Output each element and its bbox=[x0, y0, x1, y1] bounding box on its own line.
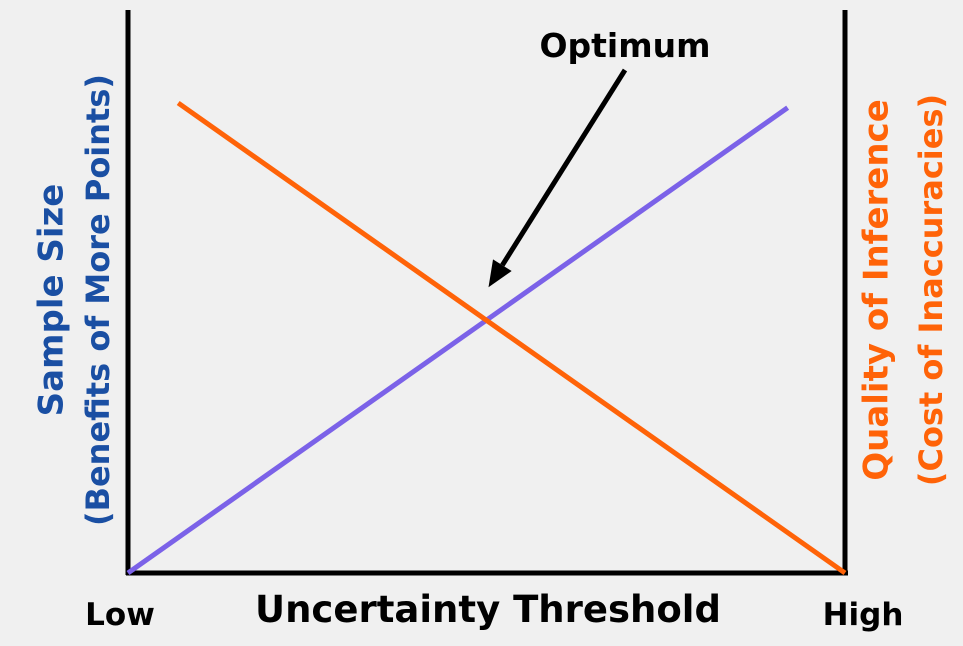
series-line-quality-of-inference bbox=[176, 100, 847, 576]
y-axis-title-left-line2: (Benefits of More Points) bbox=[79, 74, 117, 526]
x-tick-low: Low bbox=[85, 597, 155, 633]
y-axis-title-left-line1: Sample Size bbox=[32, 184, 72, 417]
optimum-arrow bbox=[500, 68, 628, 267]
optimum-arrow-head bbox=[488, 259, 512, 288]
optimum-annotation: Optimum bbox=[539, 26, 710, 65]
x-tick-high: High bbox=[823, 597, 904, 633]
y-axis-title-right-line2: (Cost of Inaccuracies) bbox=[912, 94, 950, 486]
x-axis-title: Uncertainty Threshold bbox=[255, 588, 721, 631]
series-layer bbox=[126, 100, 847, 576]
series-line-sample-size bbox=[126, 105, 790, 576]
y-axis-title-right-line1: Quality of Inference bbox=[857, 99, 897, 481]
